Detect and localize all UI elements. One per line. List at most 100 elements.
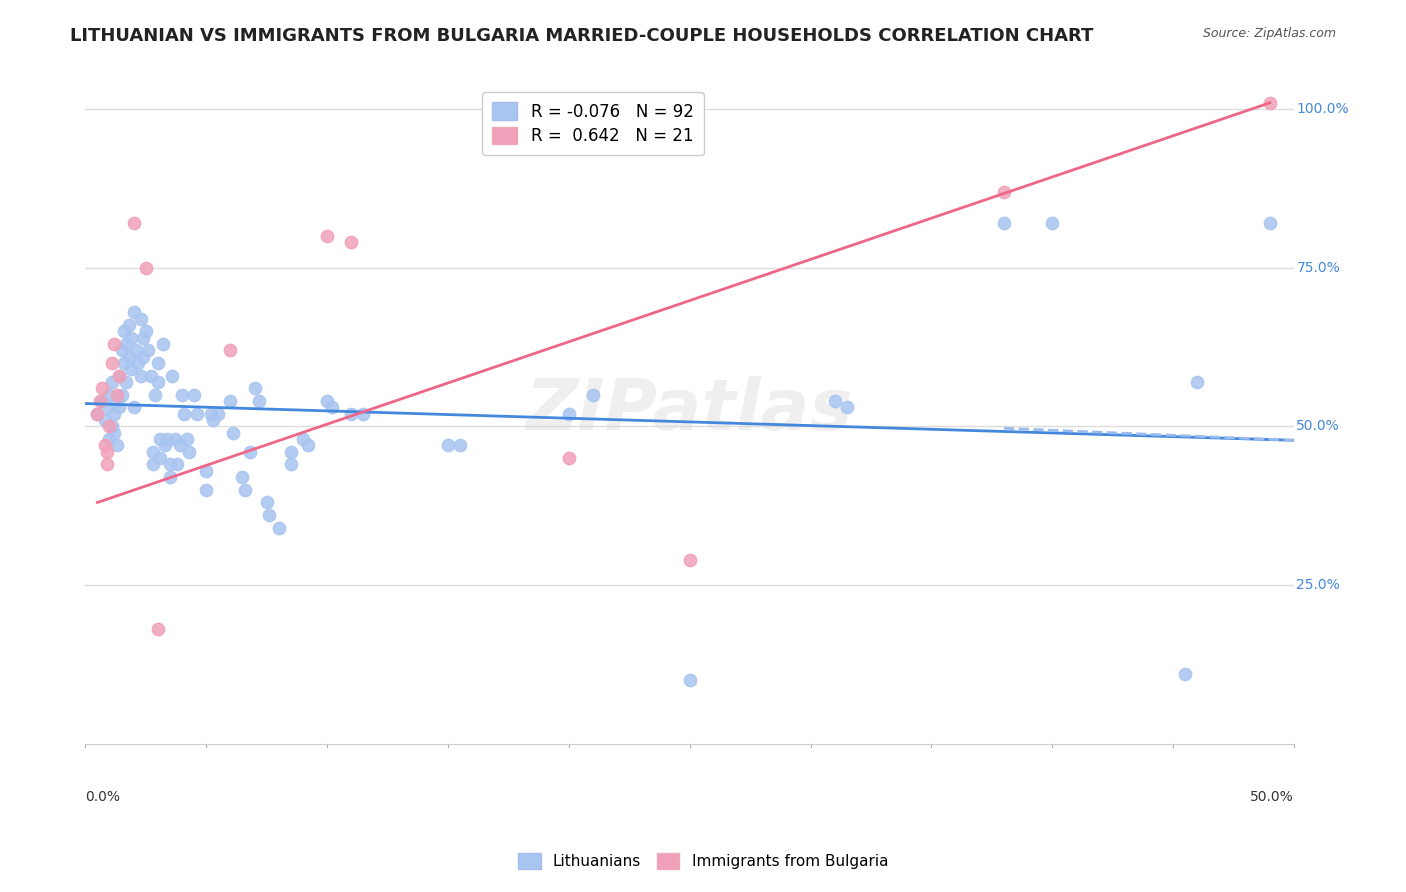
Point bbox=[280, 458, 302, 472]
Point bbox=[115, 337, 138, 351]
Point bbox=[558, 407, 581, 421]
Point bbox=[163, 432, 186, 446]
Point bbox=[243, 381, 266, 395]
Point bbox=[256, 495, 278, 509]
Point bbox=[162, 368, 184, 383]
Point bbox=[122, 216, 145, 230]
Point bbox=[98, 432, 121, 446]
Point bbox=[340, 407, 363, 421]
Point bbox=[142, 444, 165, 458]
Text: 0.0%: 0.0% bbox=[86, 790, 121, 805]
Point bbox=[166, 458, 188, 472]
Point bbox=[231, 470, 253, 484]
Point bbox=[135, 260, 157, 275]
Text: 75.0%: 75.0% bbox=[1296, 260, 1340, 275]
Point bbox=[135, 324, 157, 338]
Point bbox=[437, 438, 460, 452]
Point bbox=[993, 185, 1015, 199]
Point bbox=[679, 673, 702, 687]
Point bbox=[89, 394, 111, 409]
Point bbox=[108, 401, 131, 415]
Point bbox=[993, 216, 1015, 230]
Point bbox=[105, 387, 128, 401]
Point bbox=[159, 458, 181, 472]
Point bbox=[146, 623, 169, 637]
Point bbox=[207, 407, 229, 421]
Point bbox=[110, 343, 132, 358]
Point bbox=[200, 407, 222, 421]
Point bbox=[105, 394, 128, 409]
Point bbox=[152, 337, 174, 351]
Point bbox=[142, 458, 165, 472]
Point bbox=[129, 311, 152, 326]
Point bbox=[132, 350, 155, 364]
Point bbox=[297, 438, 319, 452]
Point bbox=[582, 387, 605, 401]
Text: 100.0%: 100.0% bbox=[1296, 103, 1350, 116]
Point bbox=[118, 318, 141, 332]
Point bbox=[120, 362, 142, 376]
Point bbox=[122, 401, 145, 415]
Point bbox=[169, 438, 191, 452]
Point bbox=[156, 432, 179, 446]
Point bbox=[239, 444, 262, 458]
Point bbox=[222, 425, 245, 440]
Point bbox=[125, 343, 148, 358]
Point bbox=[170, 387, 193, 401]
Point bbox=[96, 401, 118, 415]
Point bbox=[101, 419, 124, 434]
Point bbox=[186, 407, 208, 421]
Point bbox=[558, 451, 581, 466]
Point bbox=[1174, 666, 1197, 681]
Point bbox=[98, 419, 121, 434]
Point bbox=[112, 356, 135, 370]
Point bbox=[86, 407, 108, 421]
Point bbox=[179, 444, 201, 458]
Point bbox=[136, 343, 159, 358]
Point bbox=[257, 508, 280, 523]
Point bbox=[91, 381, 114, 395]
Point bbox=[103, 425, 125, 440]
Text: ZIPatlas: ZIPatlas bbox=[526, 376, 853, 445]
Point bbox=[173, 407, 195, 421]
Point bbox=[103, 337, 125, 351]
Legend: Lithuanians, Immigrants from Bulgaria: Lithuanians, Immigrants from Bulgaria bbox=[512, 847, 894, 875]
Point bbox=[159, 470, 181, 484]
Point bbox=[1258, 216, 1281, 230]
Point bbox=[247, 394, 270, 409]
Point bbox=[202, 413, 225, 427]
Point bbox=[824, 394, 846, 409]
Text: 50.0%: 50.0% bbox=[1296, 419, 1340, 434]
Point bbox=[93, 413, 115, 427]
Point bbox=[108, 368, 131, 383]
Point bbox=[118, 350, 141, 364]
Point bbox=[340, 235, 363, 250]
Point bbox=[679, 552, 702, 566]
Point bbox=[195, 464, 218, 478]
Point bbox=[145, 387, 167, 401]
Point bbox=[96, 444, 118, 458]
Point bbox=[176, 432, 198, 446]
Text: Source: ZipAtlas.com: Source: ZipAtlas.com bbox=[1202, 27, 1336, 40]
Point bbox=[122, 305, 145, 319]
Point bbox=[98, 387, 121, 401]
Point bbox=[195, 483, 218, 497]
Point bbox=[112, 324, 135, 338]
Point bbox=[115, 375, 138, 389]
Point bbox=[96, 458, 118, 472]
Point bbox=[233, 483, 256, 497]
Point bbox=[1187, 375, 1209, 389]
Point bbox=[139, 368, 162, 383]
Point bbox=[108, 368, 131, 383]
Point bbox=[219, 343, 242, 358]
Point bbox=[153, 438, 176, 452]
Point bbox=[120, 330, 142, 344]
Point bbox=[835, 401, 858, 415]
Point bbox=[449, 438, 471, 452]
Point bbox=[291, 432, 314, 446]
Point bbox=[183, 387, 205, 401]
Point bbox=[219, 394, 242, 409]
Point bbox=[267, 521, 290, 535]
Point bbox=[93, 438, 115, 452]
Point bbox=[91, 394, 114, 409]
